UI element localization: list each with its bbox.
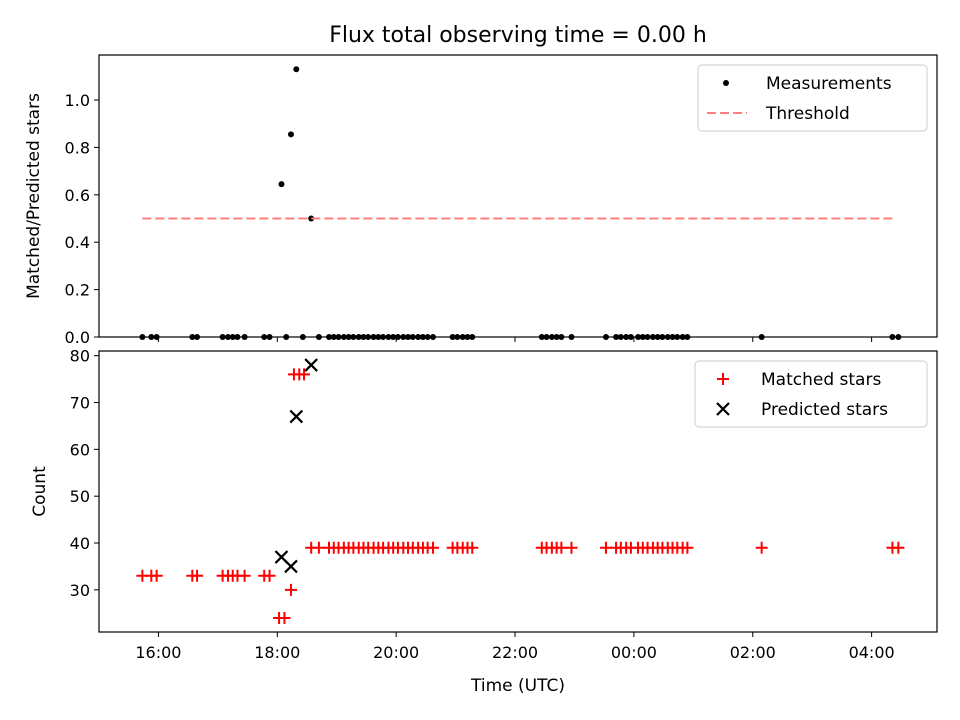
predicted-star-point bbox=[304, 358, 318, 372]
legend-label: Threshold bbox=[765, 104, 850, 124]
matched-star-point bbox=[681, 541, 694, 554]
matched-star-point bbox=[565, 541, 578, 554]
matched-star-point bbox=[150, 569, 163, 582]
x-tick-label: 22:00 bbox=[492, 643, 538, 662]
y-tick-label: 0.2 bbox=[65, 281, 90, 300]
matched-star-point bbox=[755, 541, 768, 554]
y-tick-label: 50 bbox=[70, 487, 90, 506]
plot-frame bbox=[98, 54, 938, 338]
legend-label: Measurements bbox=[766, 74, 892, 94]
matched-star-point bbox=[892, 541, 905, 554]
y-tick-label: 60 bbox=[70, 440, 90, 459]
top-panel: 0.0 0.2 0.4 0.6 0.8 1.0 Matched/Predicted star… bbox=[24, 54, 938, 347]
y-axis-label: Count bbox=[30, 466, 50, 517]
y-tick-label: 0.4 bbox=[65, 233, 90, 252]
x-tick-label: 16:00 bbox=[135, 643, 181, 662]
y-axis-label: Matched/Predicted stars bbox=[24, 93, 44, 299]
x-tick-label: 18:00 bbox=[254, 643, 300, 662]
x-tick-label: 02:00 bbox=[730, 643, 776, 662]
legend-label: Predicted stars bbox=[761, 400, 888, 420]
matched-star-point bbox=[278, 611, 291, 624]
chart-title: Flux total observing time = 0.00 h bbox=[329, 23, 707, 48]
y-tick-label: 70 bbox=[70, 394, 90, 413]
y-tick-label: 80 bbox=[70, 347, 90, 366]
x-axis-label: Time (UTC) bbox=[470, 676, 565, 696]
matched-star-point bbox=[238, 569, 251, 582]
y-tick-label: 0.8 bbox=[65, 138, 90, 157]
legend-box bbox=[694, 360, 928, 428]
legend-label: Matched stars bbox=[761, 370, 881, 390]
x-tick-label: 20:00 bbox=[373, 643, 419, 662]
bottom-panel: 30 40 50 60 70 80 16:00 18:00 20:00 22:00 00:00 02:… bbox=[30, 347, 938, 696]
x-tick-label: 00:00 bbox=[611, 643, 657, 662]
y-tick-label: 30 bbox=[70, 581, 90, 600]
matched-star-point bbox=[427, 541, 440, 554]
y-tick-label: 0.0 bbox=[65, 328, 90, 347]
matched-star-point bbox=[555, 541, 568, 554]
measurement-point bbox=[308, 215, 315, 222]
y-tick-label: 1.0 bbox=[65, 91, 90, 110]
x-tick-label: 04:00 bbox=[849, 643, 895, 662]
legend-predicted-swatch bbox=[716, 402, 730, 416]
matched-star-point bbox=[284, 583, 297, 596]
plot-frame bbox=[98, 350, 938, 633]
matched-star-point bbox=[599, 541, 612, 554]
measurement-point bbox=[293, 66, 300, 73]
predicted-star-point bbox=[289, 409, 304, 424]
matched-star-point bbox=[312, 541, 325, 554]
measurement-point bbox=[278, 181, 285, 188]
matched-star-point bbox=[466, 541, 479, 554]
legend-matched-swatch bbox=[717, 373, 729, 385]
legend-measurement-swatch bbox=[723, 80, 729, 86]
measurement-point bbox=[287, 131, 294, 138]
legend-box bbox=[697, 64, 928, 132]
matched-star-point bbox=[298, 368, 311, 381]
matched-star-point bbox=[263, 569, 276, 582]
y-tick-label: 40 bbox=[70, 534, 90, 553]
predicted-star-point bbox=[284, 559, 298, 574]
matched-star-point bbox=[191, 569, 204, 582]
y-tick-label: 0.6 bbox=[65, 186, 90, 205]
